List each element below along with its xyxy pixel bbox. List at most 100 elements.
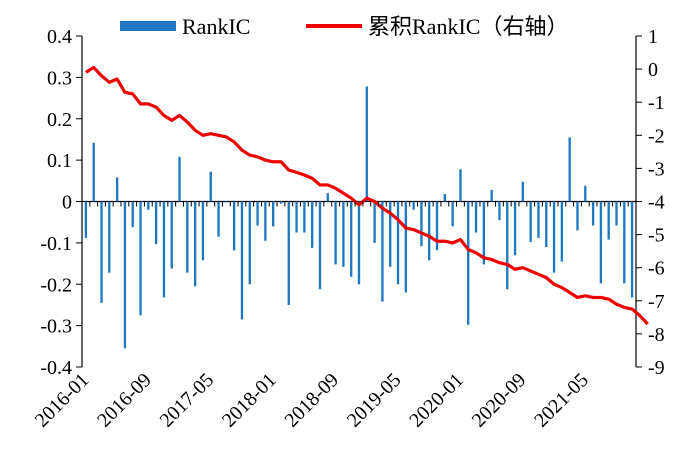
rankic-bar	[147, 201, 150, 210]
rankic-bar	[537, 201, 540, 238]
left-y-tick-label: 0.1	[47, 150, 72, 172]
rankic-bar	[420, 201, 423, 247]
rankic-bar	[92, 142, 95, 202]
rankic-bar	[326, 193, 329, 202]
rankic-bar	[100, 201, 103, 303]
rankic-bar	[154, 201, 158, 245]
rankic-bars	[84, 86, 634, 349]
right-y-tick-label: -6	[648, 258, 665, 280]
x-tick-label: 2021-05	[530, 369, 593, 432]
rankic-bar	[428, 201, 431, 261]
rankic-bar	[115, 177, 119, 202]
right-y-tick-label: -3	[648, 158, 665, 180]
legend-swatch-rankic	[120, 21, 176, 31]
rankic-bar	[84, 201, 88, 238]
rankic-bar	[607, 201, 610, 240]
rankic-bar	[365, 86, 368, 202]
rankic-bar	[451, 201, 454, 227]
rankic-bar	[232, 201, 236, 251]
rankic-bar	[545, 201, 548, 248]
rankic-bar	[248, 201, 251, 285]
left-y-tick-label: -0.3	[40, 316, 72, 338]
rankic-bar	[568, 137, 571, 202]
rankic-bar	[357, 201, 361, 285]
rankic-bar	[576, 201, 579, 231]
left-y-tick-label: -0.2	[40, 274, 72, 296]
rankic-bar	[404, 201, 407, 293]
rankic-bar	[482, 201, 486, 265]
rankic-bar	[186, 201, 189, 273]
rankic-bar	[256, 201, 259, 226]
rankic-bar	[435, 201, 439, 251]
right-y-tick-label: -9	[648, 357, 665, 379]
rankic-bar	[264, 201, 267, 241]
rankic-bar	[240, 201, 244, 320]
rankic-bar	[521, 181, 525, 202]
rankic-bar	[311, 201, 314, 248]
rankic-bar	[178, 156, 181, 202]
legend: RankIC 累积RankIC（右轴）	[120, 14, 568, 39]
legend-label-rankic: RankIC	[182, 14, 250, 39]
rankic-bar	[342, 201, 345, 267]
rankic-bar	[225, 201, 228, 203]
rankic-bar	[272, 201, 275, 227]
rankic-bar	[529, 201, 532, 243]
x-tick-label: 2017-05	[156, 369, 219, 432]
right-y-tick-label: 0	[648, 59, 658, 81]
rankic-bar	[131, 201, 134, 228]
rankic-bar	[459, 169, 462, 202]
left-y-tick-label: 0.2	[47, 109, 72, 131]
right-y-tick-label: -1	[648, 92, 665, 114]
rankic-bar	[209, 171, 212, 202]
rankic-bar	[162, 201, 166, 298]
right-y-tick-label: -4	[648, 192, 665, 214]
rankic-bar	[373, 201, 376, 243]
x-tick-label: 2020-01	[405, 369, 468, 432]
rankic-bar	[381, 201, 384, 302]
rankic-bar	[295, 201, 298, 233]
rankic-bar	[334, 201, 337, 265]
cumulative-rankic-line	[85, 65, 649, 326]
right-y-tick-label: -5	[648, 225, 665, 247]
rankic-bar	[615, 201, 618, 226]
rankic-bar	[490, 189, 493, 202]
rankic-bar	[217, 201, 220, 237]
cumulative-line-layer	[85, 65, 649, 326]
x-tick-label: 2018-09	[280, 369, 343, 432]
rankic-bar	[389, 201, 392, 267]
rankic-bar	[591, 201, 595, 226]
rankic-bar	[170, 201, 173, 269]
right-y-tick-label: -8	[648, 324, 665, 346]
left-y-tick-label: -0.4	[40, 357, 72, 379]
rankic-bar	[123, 201, 127, 349]
x-tick-label: 2019-05	[343, 369, 406, 432]
right-y-tick-label: 1	[648, 26, 658, 48]
rankic-bar	[303, 201, 306, 233]
rankic-bar	[287, 201, 290, 305]
rankic-bar	[350, 201, 353, 277]
rankic-bar	[623, 201, 626, 284]
rankic-bar	[584, 185, 587, 202]
rankic-bar	[474, 201, 478, 233]
x-tick-label: 2016-09	[93, 369, 156, 432]
rankic-bar	[108, 201, 111, 273]
rankic-bar	[513, 201, 517, 256]
rankic-bar	[396, 201, 400, 285]
left-y-tick-label: 0.4	[47, 26, 72, 48]
rankic-bar	[506, 201, 509, 290]
left-y-tick-label: 0	[62, 192, 72, 214]
right-y-tick-label: -2	[648, 125, 665, 147]
rankic-bar	[467, 201, 470, 325]
legend-label-cumulative: 累积RankIC（右轴）	[368, 14, 568, 39]
rankic-bar	[552, 201, 556, 273]
rankic-bar	[279, 201, 283, 204]
rankic-bar	[412, 201, 415, 210]
rankic-bar	[318, 201, 322, 290]
rankic-bar	[201, 201, 205, 261]
rankic-bar	[443, 194, 446, 202]
right-y-tick-label: -7	[648, 291, 665, 313]
left-y-tick-label: 0.3	[47, 67, 72, 89]
x-tick-label: 2020-09	[468, 369, 531, 432]
rankic-bar	[560, 201, 564, 262]
rankic-bar	[498, 201, 501, 221]
